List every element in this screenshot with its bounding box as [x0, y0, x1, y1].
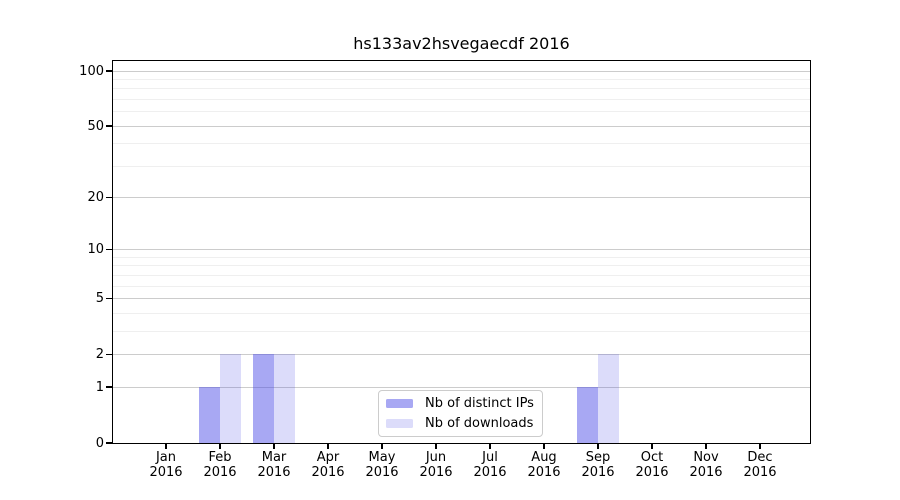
x-tick-label-line: 2016 [473, 465, 507, 480]
x-tick-label: Nov 2016 [679, 450, 733, 480]
x-tick-label-line: Dec [747, 450, 773, 465]
y-axis-tick [106, 125, 112, 127]
x-axis-tick [381, 444, 383, 449]
legend: Nb of distinct IPs Nb of downloads [378, 390, 543, 437]
x-tick-label: Jun 2016 [409, 450, 463, 480]
y-axis-tick [106, 196, 112, 199]
bar-distinct-ips [577, 387, 598, 443]
x-tick-label: May 2016 [355, 450, 409, 480]
x-tick-label: Mar 2016 [247, 450, 301, 480]
gridline-minor [113, 143, 810, 145]
gridline-minor [113, 265, 810, 267]
x-axis-tick [651, 444, 653, 449]
x-tick-label-line: Nov [693, 450, 719, 465]
x-axis-tick [759, 444, 761, 449]
x-tick-label-line: 2016 [635, 465, 669, 480]
x-axis-tick [489, 444, 491, 449]
x-tick-label-line: 2016 [689, 465, 723, 480]
legend-item: Nb of downloads [386, 416, 542, 431]
x-axis-tick [543, 444, 545, 449]
bar-distinct-ips [253, 354, 274, 443]
gridline-minor [113, 165, 810, 167]
y-tick-label: 100 [79, 63, 104, 79]
x-tick-label-line: May [368, 450, 396, 465]
gridline-minor [113, 256, 810, 258]
x-tick-label: Jul 2016 [463, 450, 517, 480]
x-tick-label-line: 2016 [581, 465, 615, 480]
gridline-minor [113, 330, 810, 332]
gridline-minor [113, 111, 810, 113]
x-tick-label: Sep 2016 [571, 450, 625, 480]
y-axis-tick [106, 386, 112, 388]
x-tick-label-line: 2016 [311, 465, 345, 480]
y-axis-tick [106, 442, 112, 444]
gridline-minor [113, 274, 810, 276]
plot-area [113, 61, 810, 443]
x-tick-label: Jan 2016 [139, 450, 193, 480]
x-tick-label-line: Feb [208, 450, 232, 465]
x-tick-label-line: Mar [261, 450, 287, 465]
y-tick-label: 2 [95, 346, 104, 362]
x-axis-tick [273, 444, 275, 449]
x-tick-label: Dec 2016 [733, 450, 787, 480]
legend-item: Nb of distinct IPs [386, 396, 542, 411]
gridline-major [113, 70, 810, 72]
gridline-minor [113, 98, 810, 100]
y-tick-label: 10 [87, 242, 104, 258]
x-tick-label-line: 2016 [365, 465, 399, 480]
gridline-major [113, 353, 810, 355]
bar-downloads [220, 354, 241, 443]
x-tick-label-line: Oct [640, 450, 664, 465]
x-tick-label: Feb 2016 [193, 450, 247, 480]
x-tick-label-line: Sep [585, 450, 611, 465]
gridline-major [113, 298, 810, 300]
gridline-major [113, 197, 810, 199]
x-tick-label-line: 2016 [527, 465, 561, 480]
legend-swatch [386, 419, 413, 428]
bar-downloads [598, 354, 619, 443]
gridline-minor [113, 78, 810, 80]
x-axis-tick [165, 444, 167, 449]
x-tick-label-line: Jun [425, 450, 447, 465]
x-tick-label-line: 2016 [149, 465, 183, 480]
gridline-minor [113, 88, 810, 90]
x-axis-tick [597, 444, 599, 449]
y-tick-label: 0 [95, 435, 104, 451]
y-tick-label: 50 [87, 118, 104, 134]
bar-downloads [274, 354, 295, 443]
y-tick-label: 1 [95, 379, 104, 395]
gridline-minor [113, 312, 810, 314]
x-axis-tick [435, 444, 437, 449]
x-tick-label-line: 2016 [203, 465, 237, 480]
gridline-major [113, 125, 810, 127]
x-tick-label: Apr 2016 [301, 450, 355, 480]
y-axis-tick [106, 70, 112, 72]
x-tick-label-line: Jul [482, 450, 498, 465]
x-tick-label-line: 2016 [419, 465, 453, 480]
y-axis-tick [106, 297, 112, 300]
x-tick-label-line: Apr [316, 450, 340, 465]
gridline-major [113, 249, 810, 251]
chart-title: hs133av2hsvegaecdf 2016 [353, 34, 570, 53]
legend-swatch [386, 399, 413, 408]
x-tick-label: Aug 2016 [517, 450, 571, 480]
y-tick-label: 20 [87, 190, 104, 206]
legend-label: Nb of downloads [425, 416, 534, 431]
x-axis-tick [219, 444, 221, 449]
x-tick-label-line: Jan [155, 450, 177, 465]
bar-distinct-ips [199, 387, 220, 443]
x-tick-label: Oct 2016 [625, 450, 679, 480]
x-axis-tick [705, 444, 707, 449]
y-axis-tick [106, 248, 112, 251]
x-tick-label-line: 2016 [743, 465, 777, 480]
gridline-minor [113, 285, 810, 287]
legend-label: Nb of distinct IPs [425, 396, 534, 411]
x-tick-label-line: 2016 [257, 465, 291, 480]
y-tick-label: 5 [95, 291, 104, 307]
gridline-major [113, 386, 810, 388]
y-axis-tick [106, 353, 112, 356]
x-tick-label-line: Aug [531, 450, 557, 465]
x-axis-tick [327, 444, 329, 449]
